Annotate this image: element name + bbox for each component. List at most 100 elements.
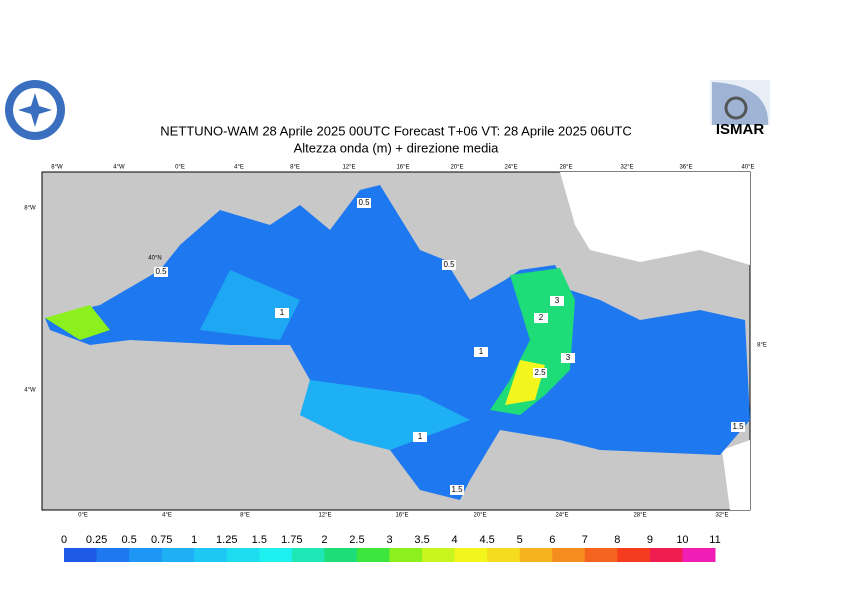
contour-label-bg bbox=[550, 296, 564, 306]
lon-label: 24°E bbox=[504, 165, 517, 171]
lon-label: 8°E bbox=[240, 513, 250, 519]
lon-label: 32°E bbox=[620, 165, 633, 171]
contour-label: 1 bbox=[418, 432, 423, 441]
contour-label-bg bbox=[413, 432, 427, 442]
contour-label-bg bbox=[450, 485, 464, 495]
colorbar-label: 7 bbox=[582, 534, 588, 546]
logo-right: ISMAR bbox=[710, 80, 770, 138]
colorbar-label: 2 bbox=[321, 534, 327, 546]
contour-label-bg bbox=[561, 353, 575, 363]
logo-wave bbox=[712, 82, 769, 125]
lon-label: 12°E bbox=[318, 513, 331, 519]
lon-label: 20°E bbox=[450, 165, 463, 171]
colorbar-segment bbox=[291, 548, 325, 562]
contour-label-bg bbox=[731, 422, 745, 432]
colorbar-label: 10 bbox=[676, 534, 688, 546]
lat-label: 8°W bbox=[24, 206, 36, 212]
labels: 8°W 4°W 0°E 4°E 8°E 12°E 16°E 20°E 24°E 28°E 32°E 3… bbox=[24, 165, 767, 519]
land-white bbox=[560, 172, 750, 265]
colorbar-segment bbox=[552, 548, 586, 562]
colorbar-label: 3.5 bbox=[414, 534, 429, 546]
colorbar-segment bbox=[96, 548, 130, 562]
sea bbox=[45, 185, 750, 500]
colorbar-label: 5 bbox=[517, 534, 523, 546]
lon-label: 4°E bbox=[162, 513, 172, 519]
lat-label: 40°N bbox=[148, 256, 161, 262]
contour-label-bg bbox=[154, 267, 168, 277]
colorbar-segment bbox=[519, 548, 553, 562]
lon-label: 20°E bbox=[473, 513, 486, 519]
contour-label-bg bbox=[534, 313, 548, 323]
colorbar: 0 0.25 0.5 0.75 1 1.25 1.5 1.75 2 2.5 3 3.5 4 4.5 5 6 7 8… bbox=[61, 534, 721, 562]
logo-star bbox=[18, 93, 52, 127]
contour-label: 3 bbox=[555, 296, 560, 305]
colorbar-label: 4.5 bbox=[480, 534, 495, 546]
lon-label: 12°E bbox=[342, 165, 355, 171]
colorbar-segment bbox=[194, 548, 228, 562]
logo-left bbox=[5, 80, 65, 140]
lon-label: 28°E bbox=[633, 513, 646, 519]
lon-label: 36°E bbox=[679, 165, 692, 171]
lon-label: 24°E bbox=[555, 513, 568, 519]
lon-label: 4°W bbox=[113, 165, 125, 171]
contour-label: 1 bbox=[479, 347, 484, 356]
colorbar-segment bbox=[682, 548, 716, 562]
contour-label: 3 bbox=[566, 353, 571, 362]
lon-label: 28°E bbox=[559, 165, 572, 171]
colorbar-label: 9 bbox=[647, 534, 653, 546]
contour-label: 0.5 bbox=[358, 198, 370, 207]
lon-label: 0°E bbox=[175, 165, 185, 171]
colorbar-label: 6 bbox=[549, 534, 555, 546]
lon-label: 40°E bbox=[741, 165, 754, 171]
colorbar-segment bbox=[64, 548, 98, 562]
wave-mid bbox=[300, 380, 470, 450]
lon-label: 4°E bbox=[234, 165, 244, 171]
colorbar-label: 11 bbox=[709, 534, 720, 546]
colorbar-label: 0.25 bbox=[86, 534, 107, 546]
colorbar-segment bbox=[259, 548, 293, 562]
lat-label: 8°E bbox=[757, 343, 767, 349]
logo-text: ISMAR bbox=[716, 121, 765, 138]
land-white bbox=[722, 440, 750, 510]
contour-label: 1.5 bbox=[732, 422, 744, 431]
contour-label: 2.5 bbox=[534, 368, 546, 377]
colorbar-segment bbox=[584, 548, 618, 562]
colorbar-label: 1.75 bbox=[281, 534, 302, 546]
colorbar-segment bbox=[324, 548, 358, 562]
colorbar-segment bbox=[487, 548, 521, 562]
colorbar-segment bbox=[454, 548, 488, 562]
colorbar-label: 0.75 bbox=[151, 534, 172, 546]
contour-label: 1.5 bbox=[451, 485, 463, 494]
colorbar-label: 0 bbox=[61, 534, 67, 546]
lon-label: 16°E bbox=[395, 513, 408, 519]
colorbar-segment bbox=[649, 548, 683, 562]
logo-ring bbox=[724, 96, 748, 120]
colorbar-label: 8 bbox=[614, 534, 620, 546]
contour-label: 2 bbox=[539, 313, 544, 322]
colorbar-label: 1 bbox=[191, 534, 197, 546]
contour-label: 1 bbox=[280, 308, 285, 317]
lon-label: 8°W bbox=[51, 165, 63, 171]
title: NETTUNO-WAM 28 Aprile 2025 00UTC Forecas… bbox=[160, 123, 631, 138]
colorbar-segment bbox=[422, 548, 456, 562]
colorbar-label: 4 bbox=[452, 534, 458, 546]
subtitle: Altezza onda (m) + direzione media bbox=[294, 140, 500, 155]
lon-label: 8°E bbox=[290, 165, 300, 171]
lon-label: 16°E bbox=[396, 165, 409, 171]
colorbar-segment bbox=[389, 548, 423, 562]
colorbar-segment bbox=[129, 548, 163, 562]
colorbar-label: 0.5 bbox=[121, 534, 136, 546]
colorbar-segment bbox=[617, 548, 651, 562]
contour-label: 0.5 bbox=[443, 260, 455, 269]
lat-label: 4°W bbox=[24, 388, 36, 394]
colorbar-segment bbox=[226, 548, 260, 562]
lon-label: 0°E bbox=[78, 513, 88, 519]
colorbar-segment bbox=[356, 548, 390, 562]
colorbar-segment bbox=[161, 548, 195, 562]
wave-high bbox=[45, 305, 110, 340]
wave-mid bbox=[200, 270, 300, 340]
contour-label-bg bbox=[533, 368, 547, 378]
contour-label: 0.5 bbox=[155, 267, 167, 276]
